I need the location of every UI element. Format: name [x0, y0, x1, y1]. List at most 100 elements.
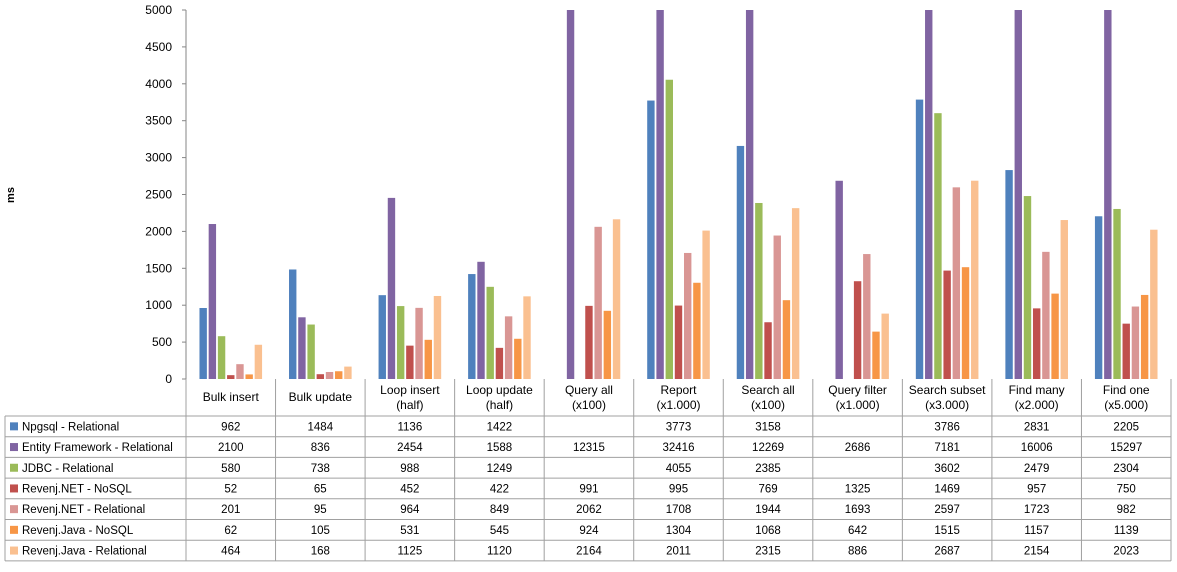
bar	[199, 308, 207, 379]
y-axis-ticks: 0 500 1000 1500 2000 2500 3000 3500 4000 4500 5000	[145, 3, 187, 386]
data-label: 2687	[934, 546, 960, 558]
data-label: 1139	[1114, 525, 1139, 537]
data-label: 849	[490, 504, 509, 516]
data-label: 1249	[487, 463, 513, 475]
y-axis-label: ms	[5, 187, 17, 203]
bar	[925, 10, 933, 379]
bar	[1122, 323, 1130, 379]
y-tick-label: 3500	[145, 114, 172, 128]
data-label: 2023	[1113, 546, 1139, 558]
bar	[468, 274, 476, 379]
data-label: 964	[400, 504, 420, 516]
bar	[504, 316, 513, 379]
bar	[1042, 251, 1050, 379]
y-tick-label: 1000	[145, 298, 172, 312]
category-label: (x5.000)	[1104, 398, 1148, 412]
data-label: 886	[848, 546, 867, 558]
category-label: (x100)	[572, 398, 606, 412]
category-label: Find many	[1009, 383, 1065, 397]
bar	[755, 202, 763, 379]
category-label: Search all	[741, 383, 794, 397]
data-label: 3773	[666, 421, 692, 433]
data-label: 988	[400, 463, 419, 475]
bar	[415, 307, 423, 379]
data-label: 1325	[845, 483, 871, 495]
data-label: 2385	[755, 463, 781, 475]
category-label: (x3.000)	[925, 398, 969, 412]
bar	[1014, 10, 1022, 379]
bar	[1032, 308, 1041, 379]
bar	[344, 366, 352, 379]
legend-label: Npgsql - Relational	[22, 421, 119, 433]
bar	[647, 100, 655, 379]
y-tick-label: 4000	[145, 77, 172, 91]
bar	[1150, 229, 1158, 379]
category-label: Find one	[1103, 383, 1150, 397]
data-label: 3158	[755, 421, 781, 433]
bar	[773, 235, 781, 379]
category-label: Bulk insert	[203, 390, 260, 404]
bar	[424, 339, 432, 379]
bar	[934, 113, 942, 380]
bar	[764, 322, 772, 379]
legend-label: Entity Framework - Relational	[22, 442, 173, 454]
data-label: 452	[400, 483, 419, 495]
bar	[477, 261, 485, 379]
category-label: Query filter	[828, 383, 887, 397]
bar	[1023, 196, 1032, 379]
bar	[881, 313, 889, 379]
data-label: 2479	[1024, 463, 1050, 475]
bar	[523, 296, 531, 379]
bar	[1113, 208, 1121, 379]
y-tick-label: 2000	[145, 224, 172, 238]
y-tick-label: 3000	[145, 151, 172, 165]
data-label: 2831	[1024, 421, 1050, 433]
data-label: 1588	[487, 442, 513, 454]
category-label: Bulk update	[289, 390, 353, 404]
data-label: 4055	[666, 463, 692, 475]
data-label: 12269	[752, 442, 784, 454]
y-tick-label: 500	[152, 335, 172, 349]
bar	[1005, 170, 1013, 379]
data-label: 201	[221, 504, 240, 516]
data-label: 1120	[487, 546, 512, 558]
bar	[236, 364, 244, 379]
data-label: 2011	[666, 546, 691, 558]
bar	[872, 331, 880, 379]
y-tick-label: 1500	[145, 261, 172, 275]
data-label: 957	[1027, 483, 1046, 495]
data-label: 1125	[397, 546, 422, 558]
data-label: 982	[1117, 504, 1136, 516]
bar	[656, 10, 664, 379]
y-tick-label: 4500	[145, 40, 172, 54]
data-label: 580	[221, 463, 240, 475]
data-label: 995	[669, 483, 688, 495]
data-label: 15297	[1110, 442, 1142, 454]
category-label: Search subset	[909, 383, 986, 397]
bar	[316, 374, 325, 379]
bar	[594, 226, 602, 379]
bar	[782, 300, 791, 379]
y-tick-label: 2500	[145, 188, 172, 202]
legend-label: JDBC - Relational	[22, 463, 113, 475]
legend-swatch	[10, 505, 18, 514]
bar	[298, 317, 306, 379]
bar	[585, 305, 593, 379]
bar	[254, 344, 263, 379]
bar	[736, 145, 745, 379]
legend-swatch	[10, 443, 18, 452]
data-label: 2454	[397, 442, 423, 454]
data-label: 1693	[845, 504, 871, 516]
bar	[1051, 293, 1059, 379]
data-label: 16006	[1021, 442, 1053, 454]
bar	[514, 338, 522, 379]
bar	[603, 310, 612, 379]
bar	[1060, 220, 1068, 379]
bar	[396, 306, 405, 379]
y-tick-label: 0	[165, 372, 172, 386]
data-label: 2597	[934, 504, 960, 516]
bar	[1140, 294, 1149, 379]
data-table: Bulk insert Bulk update Loop insert(half)L…	[4, 379, 1172, 562]
data-label: 2315	[755, 546, 781, 558]
